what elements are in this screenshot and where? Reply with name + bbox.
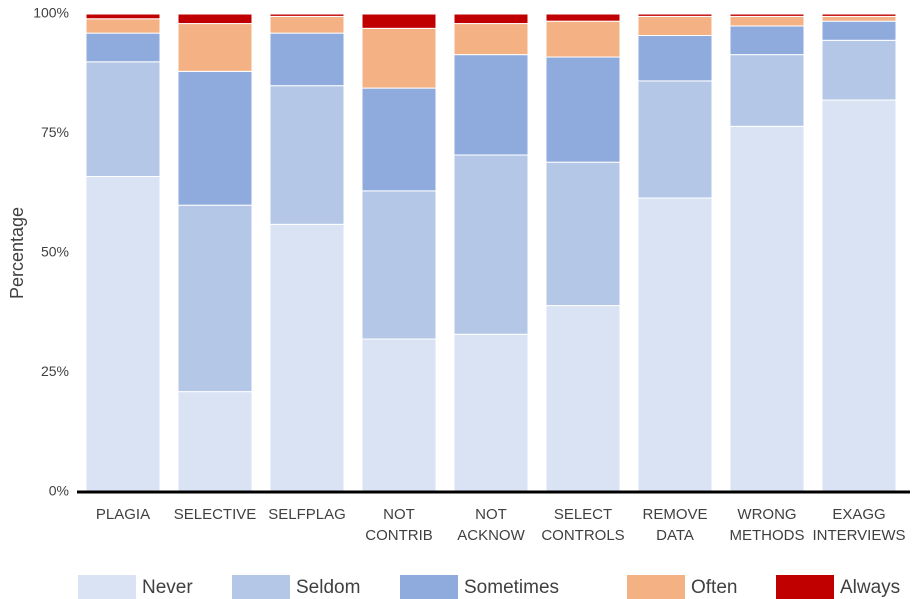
bar-segment — [177, 23, 253, 72]
bar-segment — [453, 54, 529, 156]
bar-segment — [729, 25, 805, 56]
x-tick-label: SELFPLAG — [268, 506, 346, 523]
y-axis-label: Percentage — [7, 207, 27, 299]
bar-segment — [729, 125, 805, 493]
bar-segment — [453, 13, 529, 25]
x-tick-label: WRONG METHODS — [730, 506, 805, 544]
bar-segment — [85, 61, 161, 178]
bar-segment — [361, 87, 437, 192]
legend-swatch — [78, 575, 136, 599]
bar-segment — [821, 13, 897, 17]
y-tick-label: 75% — [41, 124, 69, 140]
bar-segment — [545, 305, 621, 493]
bar-segment — [177, 13, 253, 25]
bar-segment — [729, 13, 805, 17]
bar-segment — [637, 35, 713, 82]
bar-segment — [545, 20, 621, 58]
bar-segment — [269, 15, 345, 34]
x-tick-label: REMOVE DATA — [642, 506, 707, 544]
bar-segment — [269, 85, 345, 225]
bar-segment — [821, 15, 897, 22]
bar-segment — [453, 23, 529, 56]
legend-label: Never — [142, 577, 193, 598]
bar-segment — [85, 32, 161, 63]
legend-swatch — [400, 575, 458, 599]
y-tick-label: 0% — [49, 483, 69, 499]
x-tick-label: EXAGG INTERVIEWS — [812, 506, 905, 544]
bar-segment — [85, 18, 161, 34]
bar-segment — [269, 13, 345, 17]
legend-label: Always — [840, 577, 900, 598]
y-tick-label: 100% — [33, 5, 69, 21]
legend-swatch — [776, 575, 834, 599]
bar-segment — [821, 39, 897, 101]
x-tick-label: SELECTIVE — [174, 506, 257, 523]
bar-segment — [545, 161, 621, 307]
bar-segment — [637, 13, 713, 17]
bar-segment — [821, 99, 897, 493]
bar-segment — [269, 32, 345, 87]
bar-segment — [729, 54, 805, 127]
y-tick-label: 25% — [41, 363, 69, 379]
bar-segment — [85, 13, 161, 20]
legend-label: Sometimes — [464, 577, 559, 598]
bar-segment — [177, 70, 253, 206]
bar-segment — [821, 20, 897, 41]
bar-segment — [453, 333, 529, 493]
legend-swatch — [232, 575, 290, 599]
legend-label: Often — [691, 577, 737, 598]
bar-segment — [545, 13, 621, 22]
bar-segment — [269, 223, 345, 493]
bar-segment — [177, 204, 253, 393]
bar-segment — [85, 176, 161, 493]
bar-segment — [729, 15, 805, 27]
bar-segment — [637, 80, 713, 199]
bar-segment — [637, 197, 713, 493]
x-tick-label: NOT CONTRIB — [365, 506, 433, 544]
bar-segment — [361, 338, 437, 493]
bar-segment — [361, 190, 437, 340]
y-tick-label: 50% — [41, 244, 69, 260]
x-tick-label: PLAGIA — [96, 506, 150, 523]
bar-segment — [361, 27, 437, 89]
legend-label: Seldom — [296, 577, 360, 598]
bar-segment — [453, 154, 529, 335]
bar-segment — [545, 56, 621, 163]
bar-segment — [177, 391, 253, 493]
x-tick-label: SELECT CONTROLS — [541, 506, 624, 544]
legend-swatch — [627, 575, 685, 599]
bar-segment — [637, 15, 713, 37]
bar-segment — [361, 13, 437, 29]
x-tick-label: NOT ACKNOW — [457, 506, 525, 544]
